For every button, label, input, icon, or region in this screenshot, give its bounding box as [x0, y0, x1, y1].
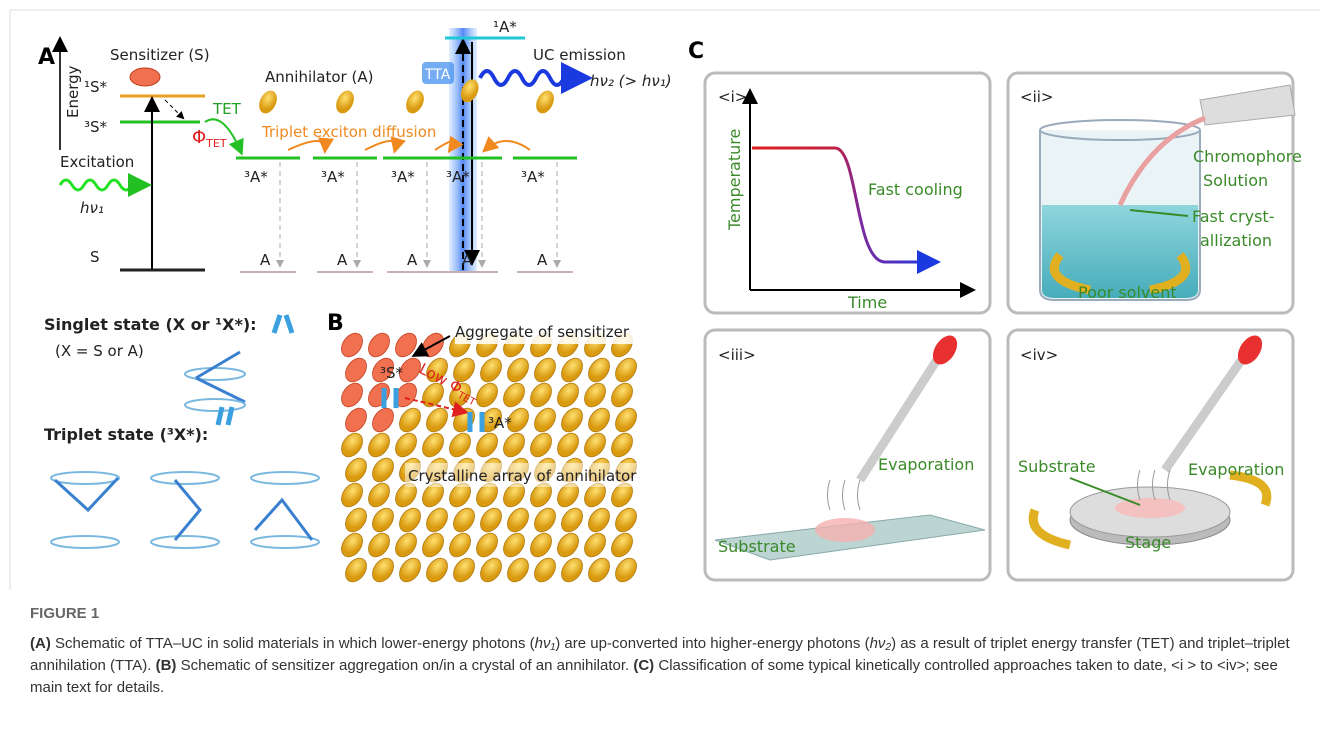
caption-part: hν₂ — [870, 635, 892, 652]
energy-label: Energy — [64, 65, 82, 118]
figure-label: FIGURE 1 — [30, 603, 1300, 625]
aggregate-label: Aggregate of sensitizer — [455, 323, 630, 341]
evaporation-label: Evaporation — [1188, 460, 1284, 479]
chromophore-label: Chromophore — [1193, 147, 1302, 166]
s0-label: S — [90, 248, 100, 266]
hop-arrow — [288, 141, 325, 150]
triplet-label: Triplet state (³X*): — [44, 425, 208, 444]
a1-label: ¹A* — [493, 18, 517, 36]
hv2-label: hν₂ (> hν₁) — [590, 72, 672, 90]
hv1-label: hν₁ — [80, 199, 104, 217]
caption-part: (A) — [30, 635, 51, 652]
caption-part: hν₁ — [535, 635, 556, 652]
figure: A Energy Sensitizer (S) ¹S* ³S* S Excita… — [0, 0, 1320, 590]
substrate-label: Substrate — [1018, 457, 1096, 476]
phi-tet: ΦTET — [192, 127, 227, 150]
singlet-note: (X = S or A) — [55, 342, 144, 360]
panel-c: C <i> Temperature Time Fast cooling <ii>… — [688, 39, 1302, 580]
caption-part: ) are up-converted into higher-energy ph… — [555, 635, 869, 652]
box-label: <i> — [718, 88, 747, 106]
fast-label: allization — [1200, 231, 1272, 250]
tet-label: TET — [212, 100, 242, 118]
hop-arrow — [365, 141, 396, 150]
s3-label-b: ³S* — [380, 364, 404, 382]
annihilator-label: Annihilator (A) — [265, 68, 373, 86]
excitation-label: Excitation — [60, 153, 134, 171]
diffusion-label: Triplet exciton diffusion — [261, 123, 436, 141]
a0-label: A — [337, 251, 348, 269]
a3-label: ³A* — [244, 168, 268, 186]
box-label: <iii> — [718, 346, 756, 364]
caption-part: Schematic of TTA–UC in solid materials i… — [51, 635, 535, 652]
s1-label: ¹S* — [84, 78, 108, 96]
a3-label: ³A* — [521, 168, 545, 186]
substrate-label: Substrate — [718, 537, 796, 556]
uc-emission-label: UC emission — [533, 46, 626, 64]
page: A Energy Sensitizer (S) ¹S* ³S* S Excita… — [0, 0, 1320, 729]
a3-label: ³A* — [391, 168, 415, 186]
sensitizer-label: Sensitizer (S) — [110, 46, 210, 64]
annihilator-disk — [256, 88, 281, 117]
a0-label: A — [462, 251, 473, 269]
evaporation-label: Evaporation — [878, 455, 974, 474]
a0-label: A — [537, 251, 548, 269]
time-label: Time — [847, 293, 887, 312]
annihilator-disk — [403, 88, 428, 117]
caption-text: (A) Schematic of TTA–UC in solid materia… — [30, 633, 1300, 699]
panel-label: A — [38, 45, 55, 70]
a3-label: ³A* — [321, 168, 345, 186]
annihilator-disk — [333, 88, 358, 117]
s3-label: ³S* — [84, 118, 108, 136]
fast-label: Fast cryst- — [1192, 207, 1274, 226]
caption-part: (B) — [156, 657, 177, 674]
stage-label: Stage — [1125, 533, 1171, 552]
phi: Φ — [192, 127, 206, 148]
solution-label: Solution — [1203, 171, 1268, 190]
singlet-label: Singlet state (X or ¹X*): — [44, 315, 257, 334]
poor-solvent-label: Poor solvent — [1078, 283, 1177, 302]
panel-b: B Aggregate of sensitizer ³S* Low ΦTET ³… — [327, 311, 652, 586]
box-label: <iv> — [1020, 346, 1058, 364]
tta-label: TTA — [424, 67, 451, 83]
caption-part: Schematic of sensitizer aggregation on/i… — [176, 657, 633, 674]
fast-cooling: Fast cooling — [868, 180, 963, 199]
caption-part: (C) — [633, 657, 654, 674]
temperature-label: Temperature — [725, 129, 744, 231]
hop-arrow — [485, 141, 530, 150]
a0-label: A — [260, 251, 271, 269]
phi-sub: TET — [205, 137, 227, 150]
a3-label-b: ³A* — [488, 414, 512, 432]
crystalline-label: Crystalline array of annihilator — [408, 467, 637, 485]
box-label: <ii> — [1020, 88, 1053, 106]
panel-label: C — [688, 39, 704, 64]
annihilator-disk — [533, 88, 558, 117]
a3-label: ³A* — [446, 168, 470, 186]
panel-label: B — [327, 311, 344, 336]
a0-label: A — [407, 251, 418, 269]
caption: FIGURE 1 (A) Schematic of TTA–UC in soli… — [30, 603, 1300, 699]
